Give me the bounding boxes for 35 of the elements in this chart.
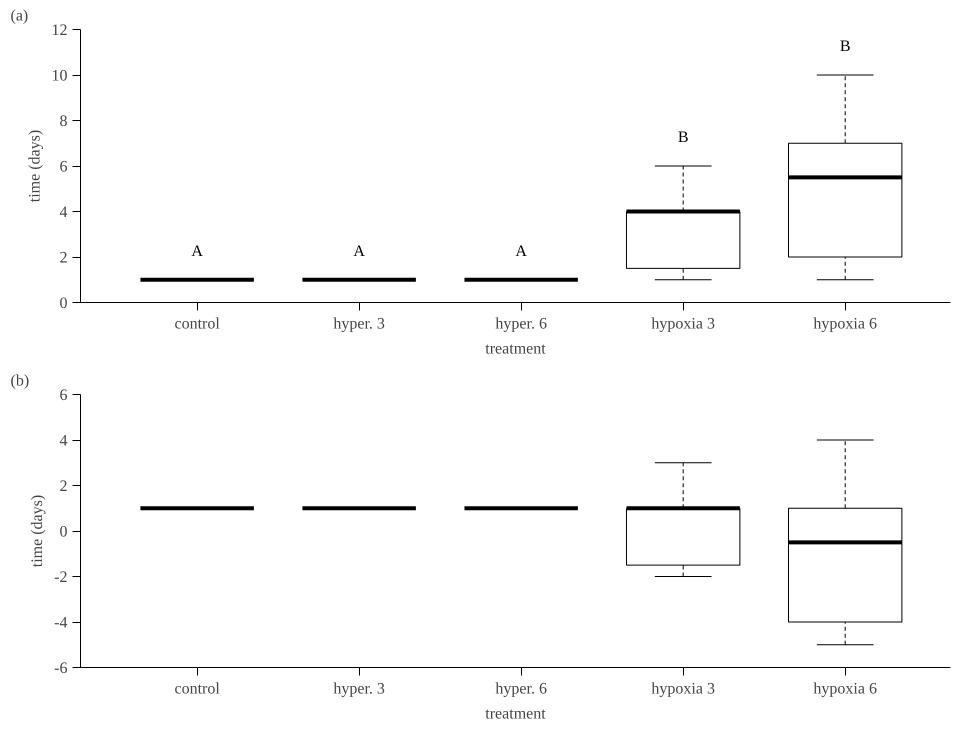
y-axis-title: time (days) (29, 494, 46, 568)
y-tick-label: 8 (60, 113, 68, 130)
annotation: A (191, 242, 204, 260)
y-tick-label: 4 (60, 432, 68, 450)
annotation: B (678, 129, 689, 146)
y-tick-label: 2 (60, 250, 68, 266)
x-tick-label: control (174, 680, 220, 698)
x-tick-label: hyper. 6 (495, 680, 547, 698)
annotation: B (840, 38, 851, 55)
x-tick-label: control (174, 316, 220, 332)
x-tick-label: hyper. 3 (333, 680, 385, 698)
x-tick-label: hyper. 3 (333, 316, 385, 332)
y-tick-label: 2 (60, 478, 68, 495)
x-tick-label: hypoxia 3 (651, 680, 715, 698)
y-axis-title: time (days) (26, 130, 44, 202)
y-tick-label: 0 (60, 295, 68, 312)
chart-title: (a) (10, 8, 28, 24)
chart-title: (b) (10, 372, 30, 390)
x-axis-title: treatment (485, 706, 546, 722)
y-tick-label: -4 (54, 614, 68, 632)
y-tick-label: 6 (60, 387, 68, 404)
y-tick-label: -6 (54, 660, 68, 677)
annotation: A (353, 242, 366, 260)
y-tick-label: 0 (60, 524, 68, 540)
x-tick-label: hypoxia 3 (651, 316, 715, 332)
x-tick-label: hypoxia 6 (813, 680, 877, 698)
y-tick-label: -2 (54, 569, 68, 586)
y-tick-label: 10 (52, 68, 68, 84)
x-tick-label: hyper. 6 (495, 316, 547, 332)
annotation: A (515, 242, 528, 260)
y-tick-label: 6 (60, 158, 68, 176)
x-tick-label: hypoxia 6 (813, 316, 877, 332)
y-tick-label: 12 (52, 22, 68, 39)
y-tick-label: 4 (60, 204, 68, 221)
x-axis-title: treatment (485, 340, 546, 358)
